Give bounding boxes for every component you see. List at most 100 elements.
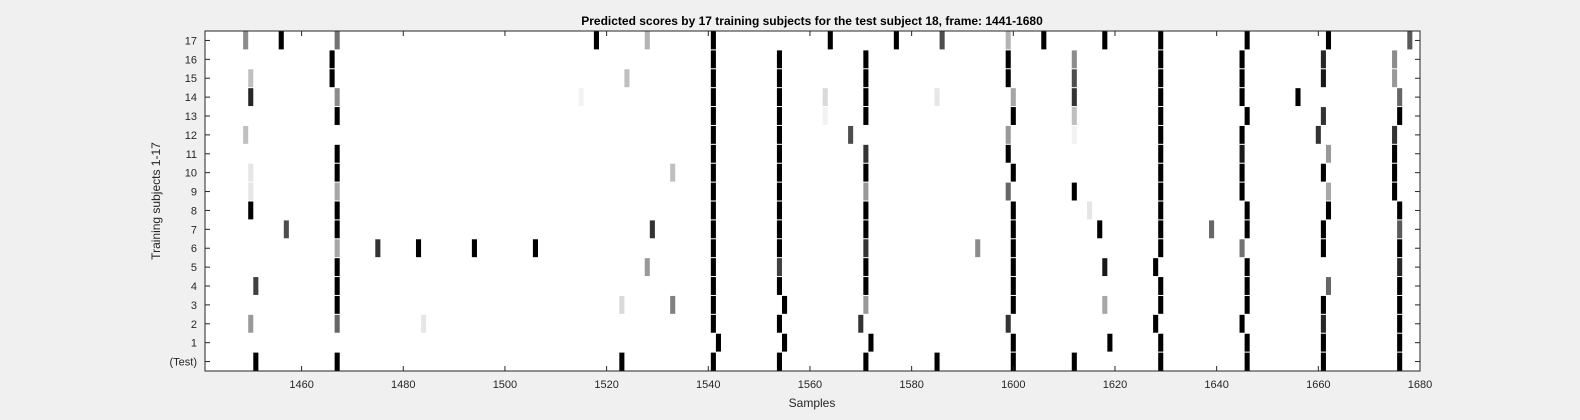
heatmap-cell [1102, 295, 1108, 314]
heatmap-cell [710, 88, 716, 107]
x-tick-label: 1460 [289, 379, 313, 391]
heatmap-cell [710, 239, 716, 258]
heatmap-cell [848, 125, 854, 144]
heatmap-cell [1158, 144, 1164, 163]
x-tick-label: 1520 [594, 379, 618, 391]
heatmap-cell [1158, 352, 1164, 371]
heatmap-cell [334, 314, 340, 333]
heatmap-cell [644, 31, 650, 50]
heatmap-cell [644, 258, 650, 277]
heatmap-cell [1397, 295, 1403, 314]
heatmap-cell [1320, 295, 1326, 314]
heatmap-cell [1397, 314, 1403, 333]
x-tick-label: 1480 [391, 379, 415, 391]
heatmap-cell [715, 333, 721, 352]
heatmap-cell [863, 50, 869, 69]
heatmap-cell [1005, 69, 1011, 88]
heatmap-cell [710, 352, 716, 371]
heatmap-cell [248, 163, 254, 182]
heatmap-cell [248, 201, 254, 220]
heatmap-cell [253, 352, 259, 371]
heatmap-cell [278, 31, 284, 50]
heatmap-cell [1071, 69, 1077, 88]
x-tick-label: 1600 [1001, 379, 1025, 391]
heatmap-cell [649, 220, 655, 239]
heatmap-cell [334, 163, 340, 182]
heatmap-cell [619, 295, 625, 314]
heatmap-cell [1107, 333, 1113, 352]
heatmap-cell [1010, 88, 1016, 107]
heatmap-cell [863, 201, 869, 220]
heatmap-cell [1209, 220, 1215, 239]
heatmap-cell [1239, 69, 1245, 88]
heatmap-cell [1005, 144, 1011, 163]
heatmap-cell [1320, 50, 1326, 69]
heatmap-cell [334, 277, 340, 295]
heatmap-cell [822, 88, 828, 107]
heatmap-cell [1239, 182, 1245, 201]
heatmap-cell [863, 258, 869, 277]
heatmap-cell [1005, 50, 1011, 69]
heatmap-cell [334, 107, 340, 125]
heatmap-cell [710, 144, 716, 163]
heatmap-cell [1397, 352, 1403, 371]
y-tick-label: 8 [191, 205, 197, 217]
heatmap-cell [975, 239, 981, 258]
heatmap-cell [1158, 201, 1164, 220]
heatmap-cell [243, 125, 249, 144]
heatmap-cell [329, 69, 335, 88]
heatmap-cell [1158, 107, 1164, 125]
y-tick-label: 10 [185, 168, 197, 180]
heatmap-cell [1392, 69, 1398, 88]
heatmap-cell [1397, 239, 1403, 258]
heatmap-cell [334, 220, 340, 239]
heatmap-cell [863, 182, 869, 201]
heatmap-cell [1153, 314, 1159, 333]
y-tick-label: 9 [191, 187, 197, 199]
heatmap-cell [863, 107, 869, 125]
heatmap-cell [1158, 220, 1164, 239]
heatmap-cell [1315, 125, 1321, 144]
heatmap-cell [334, 352, 340, 371]
heatmap-cell [776, 50, 782, 69]
heatmap-cell [1325, 144, 1332, 163]
heatmap-cell [1158, 69, 1164, 88]
heatmap-cell [822, 107, 828, 125]
y-axis-label: Training subjects 1-17 [149, 142, 163, 260]
heatmap-cell [1320, 69, 1326, 88]
heatmap-cell [253, 277, 259, 295]
heatmap-cell [1010, 239, 1016, 258]
heatmap-cell [1244, 333, 1250, 352]
heatmap-cell [1397, 88, 1403, 107]
heatmap-cell [782, 333, 788, 352]
heatmap-cell [1397, 107, 1403, 125]
heatmap-cell [248, 88, 254, 107]
heatmap-cell [1397, 277, 1403, 295]
heatmap-cell [619, 352, 625, 371]
heatmap-cell [243, 31, 249, 50]
y-tick-label: 5 [191, 262, 197, 274]
heatmap-cell [1325, 182, 1332, 201]
heatmap-cells [243, 31, 1413, 371]
heatmap-cell [578, 88, 584, 107]
heatmap-cell [1239, 125, 1245, 144]
heatmap-cell [776, 277, 782, 295]
heatmap-cell [893, 31, 899, 50]
x-tick-label: 1560 [798, 379, 822, 391]
heatmap-cell [1320, 333, 1326, 352]
heatmap-cell [1244, 201, 1250, 220]
x-tick-label: 1620 [1103, 379, 1127, 391]
heatmap-cell [248, 314, 254, 333]
heatmap-cell [827, 31, 833, 50]
y-tick-label: 6 [191, 243, 197, 255]
y-tick-label: (Test) [170, 357, 198, 369]
heatmap-cell [593, 31, 599, 50]
heatmap-cell [863, 277, 869, 295]
x-axis-ticks: 1460 1480 1500 1520 1540 1560 1580 1600 1620 1640… [289, 31, 1432, 391]
heatmap-cell [776, 239, 782, 258]
heatmap-cell [1392, 144, 1398, 163]
heatmap-cell [710, 314, 716, 333]
heatmap-cell [1295, 88, 1301, 107]
heatmap-cell [1325, 31, 1332, 50]
heatmap-cell [1158, 277, 1164, 295]
